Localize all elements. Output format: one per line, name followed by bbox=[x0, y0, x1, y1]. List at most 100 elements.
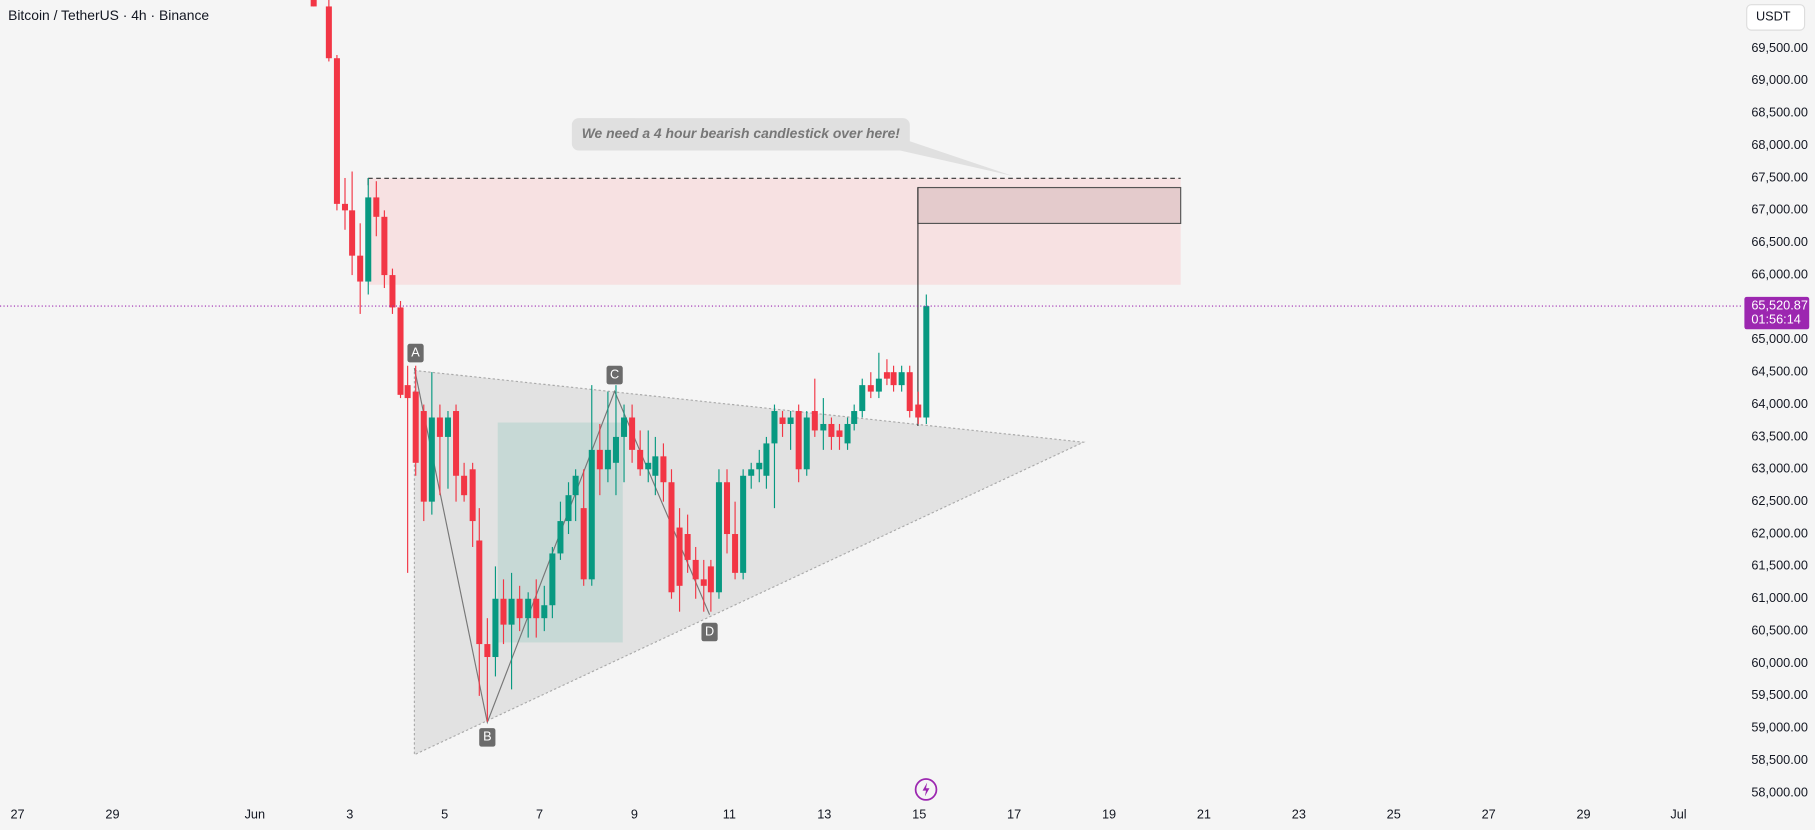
candle-body bbox=[365, 197, 372, 282]
x-tick-label: 27 bbox=[10, 806, 24, 821]
y-tick-label: 63,500.00 bbox=[1751, 428, 1808, 443]
candle-body bbox=[357, 255, 364, 282]
y-tick-label: 68,000.00 bbox=[1751, 137, 1808, 152]
candle-body bbox=[779, 417, 786, 424]
candle-body bbox=[732, 534, 739, 573]
candle-body bbox=[428, 417, 435, 502]
candle-body bbox=[828, 423, 835, 437]
candle-body bbox=[621, 417, 628, 437]
candle-body bbox=[565, 495, 572, 522]
currency-box[interactable] bbox=[1746, 4, 1806, 31]
candle-body bbox=[692, 559, 699, 580]
candle-body bbox=[373, 197, 380, 217]
triangle bbox=[413, 369, 1086, 756]
y-tick-label: 61,000.00 bbox=[1751, 590, 1808, 605]
pattern-label-box bbox=[701, 622, 718, 642]
candle-body bbox=[763, 443, 770, 476]
candle-body bbox=[803, 417, 810, 470]
pattern-label: A bbox=[411, 344, 420, 359]
candle-body bbox=[707, 566, 714, 593]
candle-body bbox=[436, 417, 443, 437]
x-tick-label: 29 bbox=[105, 806, 119, 821]
currency[interactable]: USDT bbox=[1756, 9, 1791, 24]
candle-body bbox=[883, 372, 890, 379]
candle-body bbox=[715, 482, 722, 593]
candle-body bbox=[915, 404, 922, 418]
candle-body bbox=[700, 579, 707, 586]
supply-zone bbox=[368, 178, 1181, 285]
candle-body bbox=[389, 275, 396, 308]
x-tick-label: 21 bbox=[1197, 806, 1211, 821]
candle-body bbox=[508, 598, 515, 625]
candle-body bbox=[604, 449, 611, 470]
callout-text: We need a 4 hour bearish candlestick ove… bbox=[582, 125, 901, 141]
y-tick-label: 64,000.00 bbox=[1751, 396, 1808, 411]
x-tick-label: 23 bbox=[1292, 806, 1306, 821]
y-tick-label: 66,500.00 bbox=[1751, 234, 1808, 249]
candle-body bbox=[500, 598, 507, 625]
y-tick-label: 61,500.00 bbox=[1751, 558, 1808, 573]
candles bbox=[310, 0, 930, 722]
candle-body bbox=[867, 385, 874, 392]
pattern-label-box bbox=[407, 343, 424, 363]
candle-body bbox=[325, 6, 332, 59]
y-tick-label: 59,500.00 bbox=[1751, 687, 1808, 702]
x-tick-label: 9 bbox=[631, 806, 638, 821]
y-tick-label: 65,000.00 bbox=[1751, 331, 1808, 346]
candle-body bbox=[645, 462, 652, 470]
candle-body bbox=[756, 462, 763, 470]
candle-body bbox=[310, 0, 317, 7]
candle-body bbox=[549, 553, 556, 606]
y-tick-label: 59,000.00 bbox=[1751, 720, 1808, 735]
candle-body bbox=[333, 58, 340, 204]
y-tick-label: 58,500.00 bbox=[1751, 752, 1808, 767]
candle-body bbox=[341, 203, 349, 211]
symbol-title: Bitcoin / TetherUS · 4h · Binance bbox=[8, 7, 209, 23]
candle-body bbox=[724, 482, 731, 535]
event-icon[interactable] bbox=[914, 778, 938, 801]
candle-body bbox=[541, 605, 548, 619]
candle-body bbox=[516, 598, 523, 619]
last-price-box bbox=[1744, 296, 1810, 330]
candle-body bbox=[851, 411, 858, 424]
candle-body bbox=[906, 372, 913, 412]
y-tick-label: 68,500.00 bbox=[1751, 105, 1808, 120]
pattern-label: B bbox=[483, 729, 491, 744]
x-tick-label: 11 bbox=[723, 806, 736, 821]
candle-body bbox=[596, 449, 603, 470]
x-tick-label: Jul bbox=[1670, 806, 1686, 821]
candle-body bbox=[444, 417, 451, 437]
candle-body bbox=[404, 385, 411, 399]
x-tick-label: 15 bbox=[912, 806, 926, 821]
last-price-label: 65,520.87 bbox=[1751, 297, 1808, 312]
candle-body bbox=[588, 449, 595, 580]
pattern-label-box bbox=[606, 365, 623, 385]
y-tick-label: 62,500.00 bbox=[1751, 493, 1808, 508]
candle-body bbox=[484, 644, 491, 658]
callout-tail bbox=[879, 141, 1013, 176]
candle-body bbox=[349, 210, 356, 256]
y-tick-label: 62,000.00 bbox=[1751, 525, 1808, 540]
callout-box bbox=[571, 118, 910, 151]
x-tick-label: 19 bbox=[1102, 806, 1116, 821]
candle-body bbox=[660, 456, 667, 483]
candle-body bbox=[637, 449, 644, 470]
x-tick-label: 17 bbox=[1007, 806, 1021, 821]
countdown: 01:56:14 bbox=[1751, 311, 1801, 326]
candle-body bbox=[820, 423, 827, 431]
candle-body bbox=[612, 436, 619, 463]
candle-body bbox=[795, 411, 802, 470]
candle-body bbox=[676, 527, 683, 586]
candle-body bbox=[771, 411, 778, 444]
y-tick-label: 66,000.00 bbox=[1751, 266, 1808, 281]
target-box bbox=[917, 186, 1182, 225]
candle-body bbox=[572, 475, 579, 496]
x-tick-label: 3 bbox=[346, 806, 353, 821]
pattern-label: C bbox=[610, 366, 619, 381]
candle-body bbox=[844, 423, 851, 444]
y-tick-label: 69,500.00 bbox=[1751, 40, 1808, 55]
x-tick-label: 5 bbox=[441, 806, 448, 821]
candle-body bbox=[453, 411, 460, 476]
